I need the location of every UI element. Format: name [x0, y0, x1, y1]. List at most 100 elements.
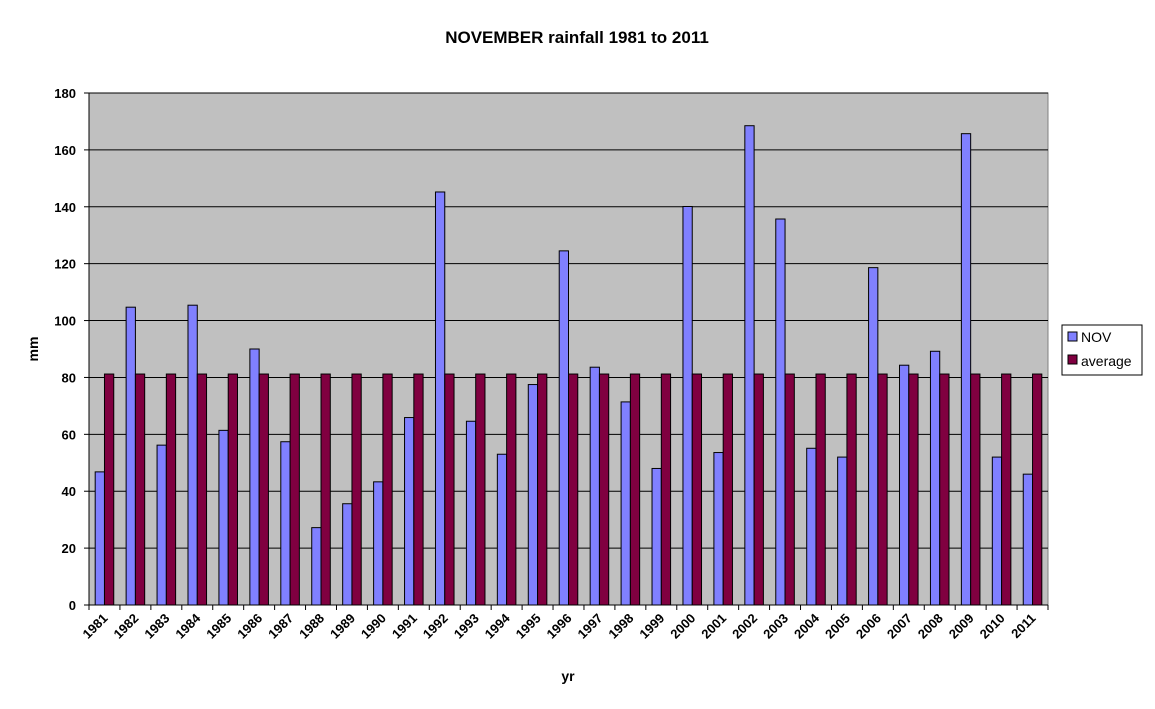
bar-average-2002	[753, 373, 764, 606]
bar-nov-2004	[806, 447, 817, 606]
bar-nov-2010	[991, 456, 1003, 606]
y-tick-label: 60	[62, 427, 76, 442]
bar-nov-1989	[342, 503, 353, 606]
x-tick-label: 2002	[729, 611, 760, 642]
bar-average-1990	[382, 373, 393, 606]
y-tick-label: 160	[54, 143, 76, 158]
x-tick-label: 1988	[296, 611, 327, 642]
x-tick-label: 1989	[327, 611, 358, 642]
bar-nov-2009	[960, 133, 972, 606]
x-axis-title: yr	[561, 668, 575, 684]
x-tick-label: 2001	[698, 611, 729, 642]
x-tick-label: 1985	[203, 611, 234, 642]
bar-average-1983	[165, 373, 177, 606]
bar-nov-1995	[527, 384, 539, 606]
bar-nov-1987	[280, 441, 291, 606]
x-tick-label: 1993	[451, 611, 482, 642]
x-tick-label: 1984	[172, 610, 204, 642]
bar-average-2004	[815, 373, 826, 606]
bar-average-1994	[506, 373, 517, 606]
bar-average-1993	[475, 373, 486, 606]
x-tick-label: 2005	[822, 611, 853, 642]
bar-average-2011	[1032, 373, 1043, 606]
legend-label-nov: NOV	[1081, 329, 1112, 345]
bar-average-1985	[227, 373, 238, 606]
bar-average-1986	[258, 373, 269, 606]
bar-nov-1990	[373, 481, 384, 606]
x-tick-label: 2008	[915, 611, 946, 642]
bar-average-1996	[568, 373, 579, 606]
bar-average-1984	[196, 373, 208, 606]
x-tick-label: 2011	[1008, 611, 1039, 642]
bar-nov-2007	[899, 364, 910, 606]
x-tick-label: 1982	[110, 611, 141, 642]
bar-nov-1986	[249, 348, 260, 606]
bar-average-1982	[134, 373, 146, 606]
y-tick-label: 120	[54, 257, 76, 272]
legend-swatch-average	[1067, 354, 1078, 365]
bar-average-1991	[413, 373, 424, 606]
bar-average-2006	[877, 373, 888, 606]
y-tick-label: 40	[62, 484, 76, 499]
bar-nov-1997	[589, 366, 600, 606]
bar-average-2001	[722, 373, 733, 606]
bar-average-2003	[784, 373, 795, 606]
bar-nov-1998	[620, 401, 631, 606]
x-tick-label: 1997	[574, 611, 605, 642]
bar-nov-1996	[558, 250, 570, 606]
bar-average-2005	[846, 373, 857, 606]
bar-average-1981	[103, 373, 115, 606]
bar-nov-2011	[1022, 473, 1034, 606]
bar-average-1988	[320, 373, 331, 606]
y-tick-label: 80	[62, 370, 76, 385]
bar-average-2000	[691, 373, 703, 606]
y-axis-title: mm	[25, 337, 41, 362]
axes	[84, 92, 1049, 610]
bar-average-2009	[970, 373, 981, 606]
y-tick-labels: 0 20 40 60 80 100 120 140 160 180	[54, 86, 76, 613]
bar-nov-2002	[744, 125, 755, 606]
bar-nov-1999	[651, 467, 662, 606]
bar-average-2007	[908, 373, 919, 606]
bar-average-2010	[1001, 373, 1012, 606]
x-tick-label: 2006	[853, 611, 884, 642]
bar-nov-1984	[187, 304, 198, 606]
y-tick-label: 20	[62, 541, 76, 556]
x-tick-label: 2010	[977, 611, 1008, 642]
bar-nov-1993	[465, 420, 477, 606]
bar-nov-2008	[929, 350, 941, 606]
x-tick-label: 1991	[389, 611, 420, 642]
bar-nov-1983	[156, 444, 167, 606]
x-tick-label: 1992	[420, 611, 451, 642]
y-tick-label: 180	[54, 86, 76, 101]
x-tick-label: 2009	[946, 611, 977, 642]
x-tick-label: 1983	[141, 611, 172, 642]
chart-title: NOVEMBER rainfall 1981 to 2011	[445, 28, 709, 47]
bar-average-1997	[598, 373, 610, 606]
bar-average-1992	[444, 373, 455, 606]
x-tick-label: 1987	[265, 611, 296, 642]
bar-average-1995	[537, 373, 548, 606]
y-tick-label: 0	[69, 598, 76, 613]
bar-average-1999	[660, 373, 672, 606]
bar-nov-2005	[837, 456, 848, 606]
bar-nov-2000	[682, 205, 693, 606]
bar-nov-1981	[94, 471, 105, 606]
x-tick-label: 2004	[791, 610, 823, 642]
bar-average-1998	[629, 373, 641, 606]
bar-nov-1985	[218, 429, 229, 606]
bar-nov-2006	[868, 267, 879, 606]
x-tick-label: 2000	[667, 611, 698, 642]
bar-nov-1992	[434, 191, 446, 606]
bar-nov-1988	[311, 527, 322, 606]
bars	[94, 125, 1043, 606]
x-tick-label: 1998	[605, 611, 636, 642]
legend: NOV average	[1061, 324, 1143, 376]
x-tick-label: 1986	[234, 611, 265, 642]
x-tick-label: 1994	[482, 610, 514, 642]
x-tick-label: 1981	[80, 611, 111, 642]
x-tick-label: 2003	[760, 611, 791, 642]
x-tick-labels: 1981 1982 1983 1984 1985 1986 1987 1988 1989 1990…	[80, 610, 1039, 642]
bar-average-2008	[939, 373, 950, 606]
